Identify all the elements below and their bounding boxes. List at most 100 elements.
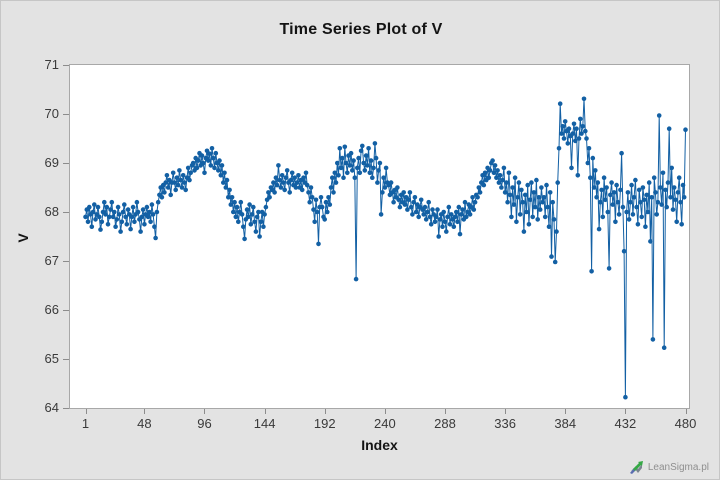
- data-point[interactable]: [342, 144, 348, 150]
- data-point[interactable]: [249, 212, 255, 217]
- data-point[interactable]: [520, 199, 525, 205]
- data-point[interactable]: [366, 146, 371, 151]
- data-point[interactable]: [500, 177, 505, 183]
- data-point[interactable]: [273, 175, 279, 180]
- data-point[interactable]: [296, 173, 301, 178]
- data-point[interactable]: [681, 195, 687, 200]
- data-point[interactable]: [306, 190, 311, 195]
- data-point[interactable]: [509, 214, 514, 220]
- data-point[interactable]: [140, 207, 146, 212]
- data-point[interactable]: [304, 182, 310, 188]
- data-point[interactable]: [673, 197, 678, 203]
- data-point[interactable]: [174, 175, 180, 180]
- data-point[interactable]: [336, 173, 341, 178]
- data-point[interactable]: [663, 187, 668, 193]
- data-point[interactable]: [537, 207, 543, 212]
- data-point[interactable]: [531, 190, 537, 195]
- data-point[interactable]: [373, 155, 379, 161]
- data-point[interactable]: [211, 155, 216, 161]
- data-point[interactable]: [546, 224, 552, 229]
- data-point[interactable]: [274, 182, 280, 188]
- data-point[interactable]: [182, 180, 187, 185]
- data-point[interactable]: [451, 224, 457, 229]
- data-point[interactable]: [187, 177, 192, 183]
- data-point[interactable]: [177, 168, 182, 173]
- data-point[interactable]: [435, 207, 440, 212]
- data-point[interactable]: [649, 195, 654, 200]
- data-point[interactable]: [402, 202, 408, 207]
- data-point[interactable]: [139, 214, 145, 220]
- data-point[interactable]: [362, 168, 368, 173]
- data-point[interactable]: [522, 192, 528, 198]
- data-point[interactable]: [668, 195, 673, 200]
- data-point[interactable]: [678, 199, 683, 205]
- data-point[interactable]: [247, 202, 252, 207]
- data-point[interactable]: [377, 160, 383, 166]
- data-point[interactable]: [303, 170, 309, 176]
- data-point[interactable]: [633, 177, 638, 183]
- data-point[interactable]: [671, 185, 677, 190]
- data-point[interactable]: [92, 202, 97, 207]
- data-point[interactable]: [624, 209, 629, 215]
- data-point[interactable]: [135, 209, 141, 215]
- data-point[interactable]: [307, 199, 312, 205]
- data-point[interactable]: [396, 197, 402, 203]
- data-point[interactable]: [625, 190, 631, 195]
- data-point[interactable]: [134, 199, 140, 205]
- data-point[interactable]: [120, 209, 126, 215]
- data-point[interactable]: [510, 185, 515, 190]
- data-point[interactable]: [413, 209, 419, 215]
- data-point[interactable]: [99, 219, 105, 225]
- data-point[interactable]: [645, 209, 651, 215]
- data-point[interactable]: [573, 138, 578, 144]
- data-point[interactable]: [535, 217, 540, 222]
- data-point[interactable]: [539, 185, 544, 190]
- data-point[interactable]: [256, 209, 261, 215]
- data-point[interactable]: [112, 209, 117, 215]
- data-point[interactable]: [284, 168, 290, 173]
- data-point[interactable]: [238, 199, 244, 205]
- data-point[interactable]: [521, 229, 527, 234]
- data-point[interactable]: [634, 204, 639, 210]
- data-point[interactable]: [149, 202, 155, 207]
- data-point[interactable]: [600, 214, 606, 220]
- data-point[interactable]: [440, 224, 445, 229]
- data-point[interactable]: [541, 195, 547, 200]
- data-point[interactable]: [246, 214, 251, 220]
- data-point[interactable]: [233, 214, 239, 220]
- data-point[interactable]: [595, 180, 601, 185]
- data-point[interactable]: [454, 209, 459, 215]
- data-point[interactable]: [118, 229, 123, 234]
- data-point[interactable]: [590, 155, 596, 161]
- data-point[interactable]: [124, 222, 130, 227]
- data-point[interactable]: [200, 160, 206, 166]
- data-point[interactable]: [559, 131, 564, 136]
- data-point[interactable]: [544, 182, 549, 188]
- data-point[interactable]: [318, 195, 324, 200]
- data-point[interactable]: [150, 212, 156, 217]
- data-point[interactable]: [630, 212, 636, 217]
- data-point[interactable]: [289, 170, 295, 176]
- data-point[interactable]: [576, 136, 582, 141]
- data-point[interactable]: [207, 151, 212, 156]
- data-point[interactable]: [262, 212, 267, 217]
- data-point[interactable]: [442, 219, 448, 225]
- data-point[interactable]: [153, 235, 158, 241]
- data-point[interactable]: [163, 180, 168, 185]
- data-point[interactable]: [370, 175, 375, 180]
- data-point[interactable]: [609, 180, 614, 185]
- data-point[interactable]: [575, 173, 581, 178]
- data-point[interactable]: [470, 195, 475, 200]
- data-point[interactable]: [227, 187, 232, 193]
- data-point[interactable]: [107, 214, 112, 220]
- data-point[interactable]: [591, 185, 597, 190]
- data-point[interactable]: [653, 190, 658, 195]
- data-point[interactable]: [155, 199, 161, 205]
- data-point[interactable]: [405, 207, 410, 212]
- data-point[interactable]: [423, 217, 429, 222]
- data-point[interactable]: [401, 190, 407, 195]
- data-point[interactable]: [665, 180, 671, 185]
- data-point[interactable]: [125, 207, 131, 212]
- data-point[interactable]: [277, 177, 282, 183]
- data-point[interactable]: [545, 204, 550, 210]
